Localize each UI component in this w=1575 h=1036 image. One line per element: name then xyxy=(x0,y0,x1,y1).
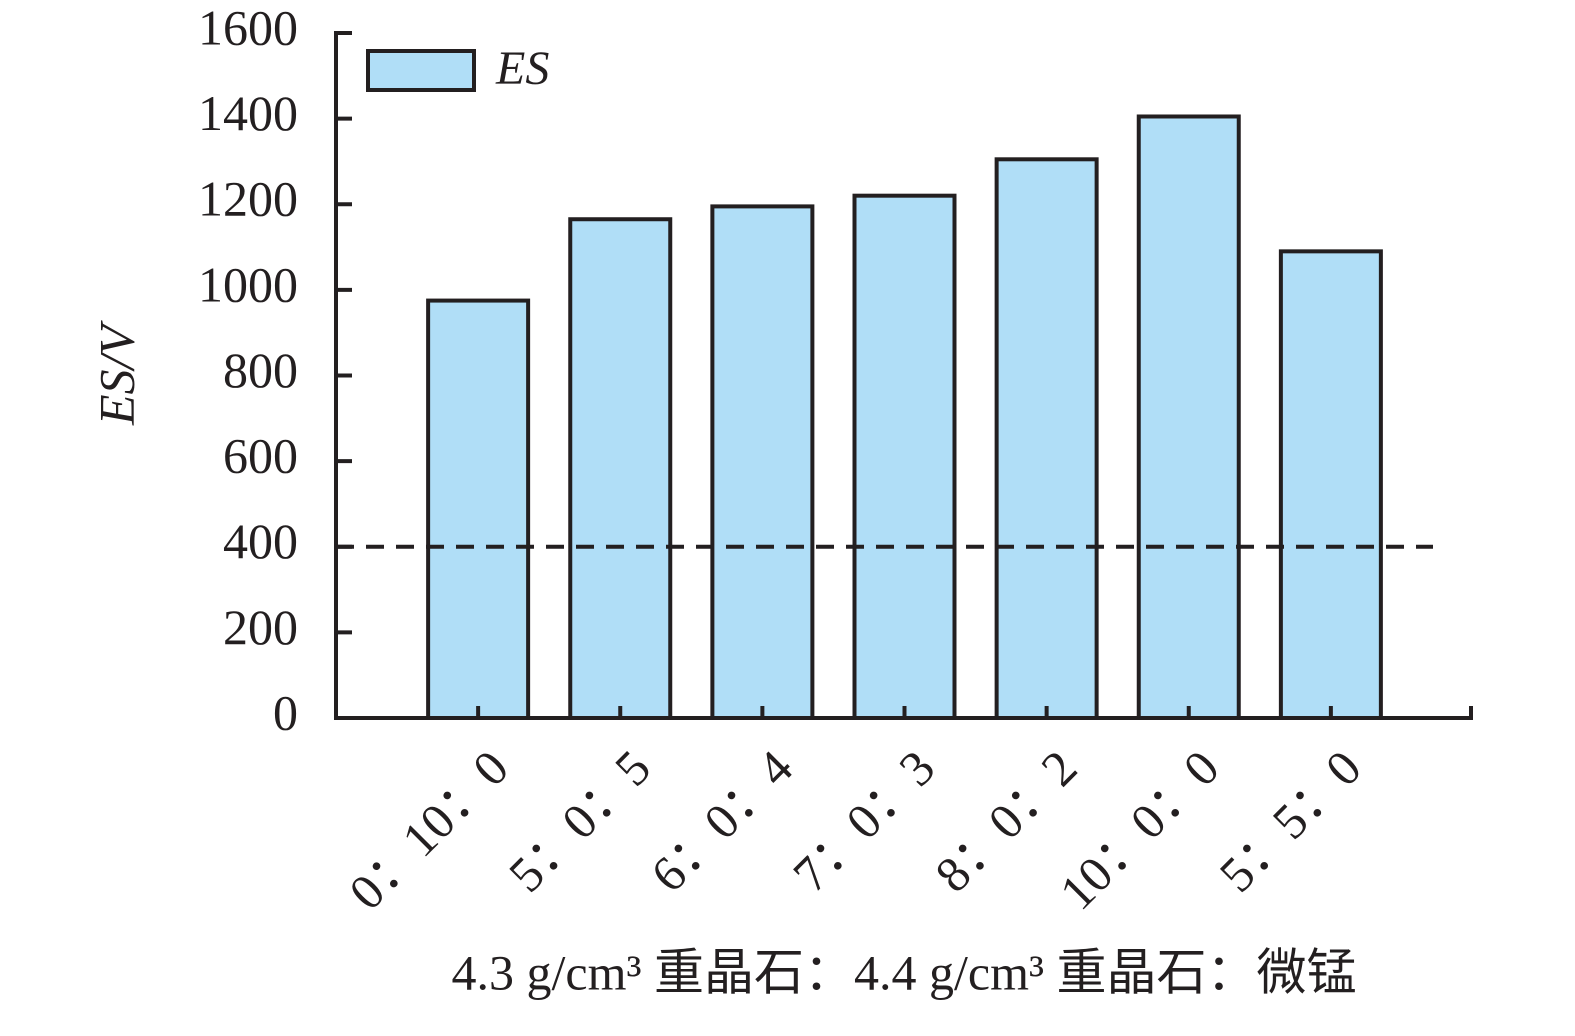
x-tick-label: 7：0：3 xyxy=(782,739,945,902)
legend-label: ES xyxy=(495,42,549,95)
bar xyxy=(994,157,1099,720)
bar xyxy=(710,204,815,720)
bar xyxy=(1136,114,1241,720)
y-tick-label: 1200 xyxy=(198,171,298,227)
y-tick-label: 800 xyxy=(223,342,298,398)
y-axis-label: ES/V xyxy=(88,320,144,426)
bar xyxy=(426,298,531,720)
y-tick-label: 600 xyxy=(223,428,298,484)
y-tick-label: 200 xyxy=(223,599,298,655)
x-tick-label: 0：10：0 xyxy=(338,739,519,920)
y-tick-label: 0 xyxy=(273,684,298,740)
legend-swatch xyxy=(366,49,476,92)
y-tick-label: 400 xyxy=(223,513,298,569)
y-tick-label: 1600 xyxy=(198,0,298,55)
x-tick-label: 5：0：5 xyxy=(498,739,661,902)
x-tick-label: 10：0：0 xyxy=(1049,739,1230,920)
bar xyxy=(568,217,673,720)
x-tick-label: 5：5：0 xyxy=(1208,739,1371,902)
x-axis-label: 4.3 g/cm³ 重晶石：4.4 g/cm³ 重晶石：微锰 xyxy=(452,944,1357,1000)
bar xyxy=(852,193,957,720)
bar xyxy=(1278,249,1383,720)
y-tick-label: 1000 xyxy=(198,256,298,312)
x-tick-label: 6：0：4 xyxy=(640,739,803,902)
y-tick-label: 1400 xyxy=(198,85,298,141)
